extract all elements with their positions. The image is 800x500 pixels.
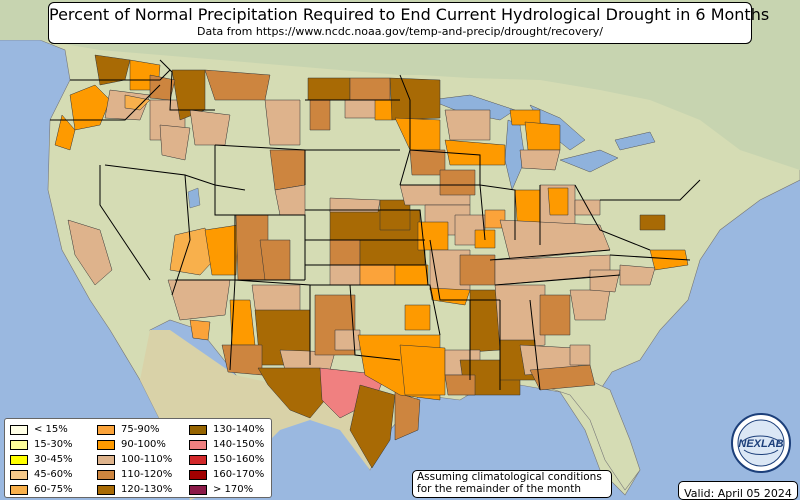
legend-label: < 15% (34, 424, 68, 435)
legend-swatch (97, 484, 115, 495)
legend-item: 75-90% (97, 422, 172, 437)
legend-item: 90-100% (97, 437, 172, 452)
note-line: for the remainder of the month (417, 483, 582, 495)
legend-label: > 170% (213, 484, 254, 495)
legend-item: > 170% (189, 482, 264, 497)
legend-swatch (97, 469, 115, 480)
legend-swatch (97, 424, 115, 435)
legend-item: 140-150% (189, 437, 264, 452)
legend-swatch (189, 439, 207, 450)
map-title: Percent of Normal Precipitation Required… (49, 5, 770, 24)
legend-swatch (10, 484, 28, 495)
legend-swatch (10, 469, 28, 480)
legend-label: 120-130% (121, 484, 173, 495)
nexlab-logo-icon: NEXLAB (731, 413, 791, 473)
legend-label: 30-45% (34, 454, 73, 465)
legend-item: 15-30% (10, 437, 73, 452)
legend-label: 140-150% (213, 439, 265, 450)
state-borders (50, 59, 701, 391)
legend-item: 130-140% (189, 422, 264, 437)
florida (539, 377, 641, 491)
valid-date: Valid: April 05 2024 (684, 487, 792, 500)
legend-label: 100-110% (121, 454, 173, 465)
legend-column-3: 130-140% 140-150% 150-160% 160-170% > 17… (189, 422, 264, 497)
legend: < 15% 15-30% 30-45% 45-60% 60-75% 75-90%… (4, 418, 272, 498)
legend-item: 100-110% (97, 452, 172, 467)
legend-swatch (189, 424, 207, 435)
legend-swatch (10, 424, 28, 435)
legend-column-1: < 15% 15-30% 30-45% 45-60% 60-75% (10, 422, 73, 497)
legend-item: 160-170% (189, 467, 264, 482)
legend-swatch (189, 484, 207, 495)
title-box: Percent of Normal Precipitation Required… (48, 2, 770, 44)
legend-label: 130-140% (213, 424, 265, 435)
legend-label: 160-170% (213, 469, 265, 480)
assumption-note: Assuming climatological conditions for t… (412, 470, 612, 498)
legend-swatch (189, 454, 207, 465)
legend-label: 45-60% (34, 469, 73, 480)
legend-swatch (10, 454, 28, 465)
legend-swatch (10, 439, 28, 450)
drought-regions (54, 54, 689, 469)
legend-label: 75-90% (121, 424, 160, 435)
legend-swatch (97, 439, 115, 450)
legend-item: 60-75% (10, 482, 73, 497)
legend-swatch (97, 454, 115, 465)
legend-item: < 15% (10, 422, 73, 437)
legend-item: 30-45% (10, 452, 73, 467)
legend-column-2: 75-90% 90-100% 100-110% 110-120% 120-130… (97, 422, 172, 497)
note-line: Assuming climatological conditions (417, 471, 602, 483)
valid-date-box: Valid: April 05 2024 (678, 481, 798, 500)
legend-label: 150-160% (213, 454, 265, 465)
svg-text:NEXLAB: NEXLAB (738, 438, 783, 450)
legend-item: 110-120% (97, 467, 172, 482)
legend-label: 110-120% (121, 469, 173, 480)
legend-swatch (189, 469, 207, 480)
legend-label: 90-100% (121, 439, 166, 450)
legend-label: 60-75% (34, 484, 73, 495)
legend-label: 15-30% (34, 439, 73, 450)
map-subtitle: Data from https://www.ncdc.noaa.gov/temp… (197, 25, 603, 38)
legend-item: 45-60% (10, 467, 73, 482)
legend-item: 150-160% (189, 452, 264, 467)
salt-lake (187, 187, 201, 209)
legend-item: 120-130% (97, 482, 172, 497)
